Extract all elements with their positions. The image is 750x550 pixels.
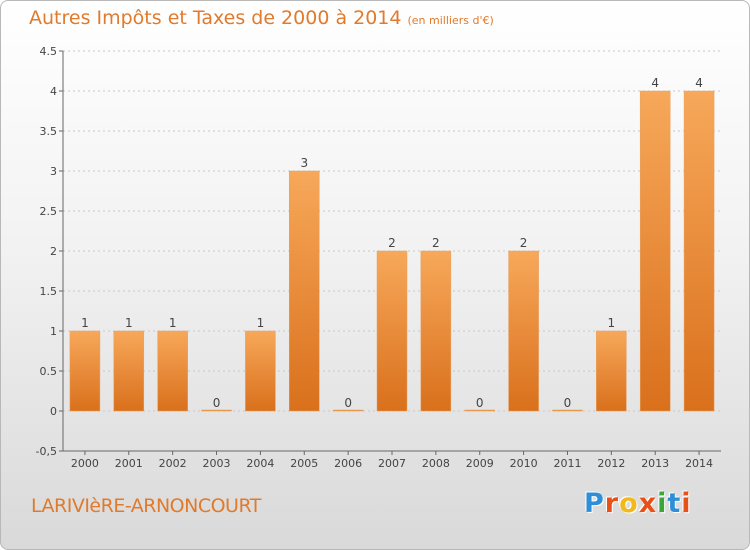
- bar: [376, 250, 408, 412]
- bar-value-label: 0: [564, 396, 572, 410]
- bar-value-label: 0: [476, 396, 484, 410]
- x-tick-label: 2014: [685, 457, 713, 470]
- chart-title-text: Autres Impôts et Taxes de 2000 à 2014: [29, 7, 402, 29]
- bar-value-label: 0: [344, 396, 352, 410]
- bar: [201, 409, 232, 412]
- x-tick-label: 2011: [553, 457, 581, 470]
- bar: [683, 90, 715, 412]
- y-tick-label: 1.5: [40, 285, 58, 298]
- bar-value-label: 0: [213, 396, 221, 410]
- bar-value-label: 1: [169, 316, 177, 330]
- y-tick-label: 2: [50, 245, 57, 258]
- x-tick-label: 2008: [422, 457, 450, 470]
- bar-value-label: 2: [388, 236, 396, 250]
- bar: [596, 330, 627, 412]
- x-tick-label: 2005: [290, 457, 318, 470]
- y-tick-label: 2.5: [40, 205, 58, 218]
- bar-value-label: 2: [432, 236, 440, 250]
- bar: [464, 409, 495, 412]
- bar-value-label: 4: [695, 76, 703, 90]
- x-tick-label: 2012: [597, 457, 625, 470]
- x-tick-label: 2007: [378, 457, 406, 470]
- bar: [113, 330, 145, 412]
- y-tick-label: 4.5: [40, 45, 58, 58]
- logo-letter: P: [584, 488, 605, 519]
- bar: [69, 330, 101, 412]
- commune-name: LARIVIèRE-ARNONCOURT: [31, 495, 261, 517]
- bar: [420, 250, 452, 412]
- y-tick-label: 4: [50, 85, 57, 98]
- x-tick-label: 2006: [334, 457, 362, 470]
- bar-value-label: 1: [81, 316, 89, 330]
- logo-letter: o: [619, 488, 639, 519]
- y-tick-label: 3: [50, 165, 57, 178]
- y-tick-label: -0,5: [36, 445, 57, 458]
- bar: [289, 170, 320, 412]
- logo-letter: t: [667, 488, 682, 519]
- x-tick-label: 2009: [466, 457, 494, 470]
- bar-value-label: 1: [125, 316, 133, 330]
- y-tick-label: 3.5: [40, 125, 58, 138]
- y-tick-label: 0.5: [40, 365, 58, 378]
- bar: [508, 250, 539, 412]
- logo-letter: i: [657, 488, 668, 519]
- chart-unit: (en milliers d'€): [407, 14, 494, 27]
- logo-letter: x: [638, 488, 658, 519]
- x-tick-label: 2004: [246, 457, 274, 470]
- bar-value-label: 4: [651, 76, 659, 90]
- bar-value-label: 3: [300, 156, 308, 170]
- bar-value-label: 2: [520, 236, 528, 250]
- bar-value-label: 1: [257, 316, 265, 330]
- x-tick-label: 2013: [641, 457, 669, 470]
- chart-title: Autres Impôts et Taxes de 2000 à 2014 (en…: [29, 7, 494, 29]
- x-tick-label: 2002: [159, 457, 187, 470]
- logo-letter: i: [681, 488, 692, 519]
- y-tick-label: 1: [50, 325, 57, 338]
- bar: [639, 90, 671, 412]
- bar-layer: [69, 90, 715, 412]
- x-tick-label: 2010: [510, 457, 538, 470]
- x-tick-label: 2000: [71, 457, 99, 470]
- proxiti-logo: Proxiti: [584, 488, 692, 519]
- bar: [332, 409, 364, 412]
- label-layer: 1 1 1 0 1 3 0 2 2 0 2 0 1 4 4: [81, 76, 703, 410]
- logo-letter: r: [604, 488, 620, 519]
- y-tick-label: 0: [50, 405, 57, 418]
- bar: [552, 409, 583, 412]
- bar-value-label: 1: [608, 316, 616, 330]
- x-tick-label: 2003: [203, 457, 231, 470]
- x-tick-label: 2001: [115, 457, 143, 470]
- bar: [157, 330, 188, 412]
- bar: [245, 330, 276, 412]
